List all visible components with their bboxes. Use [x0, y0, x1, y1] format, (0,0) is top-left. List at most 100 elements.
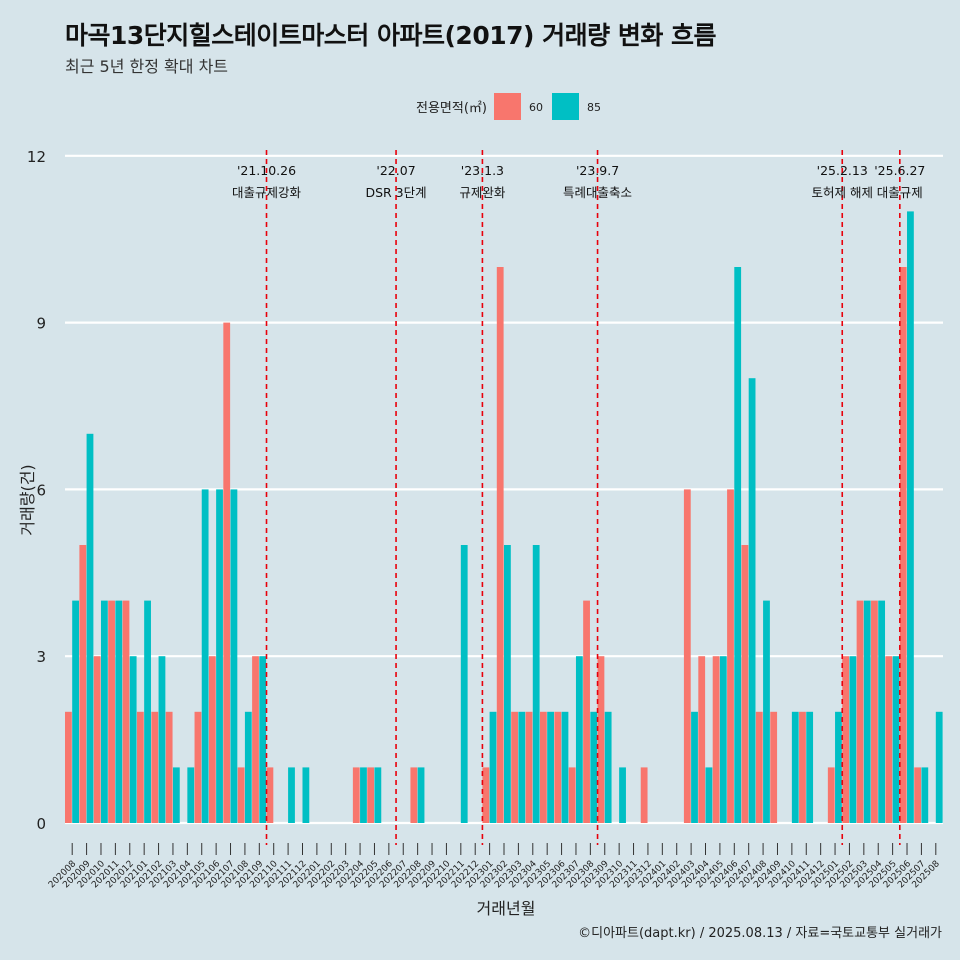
bar-85-202502 — [849, 656, 857, 823]
bar-85-202011 — [115, 600, 123, 823]
event-date: '23.1.3 — [461, 163, 504, 178]
bar-85-202302 — [504, 545, 511, 823]
bar-85-202012 — [129, 656, 137, 823]
y-tick-label: 12 — [27, 148, 46, 166]
bars — [65, 211, 943, 823]
bar-60-202306 — [554, 711, 562, 823]
bar-85-202104 — [187, 767, 195, 823]
bar-85-202306 — [561, 711, 569, 823]
bar-85-202010 — [100, 600, 108, 823]
y-tick-label: 3 — [36, 648, 46, 666]
bar-60-202407 — [741, 545, 749, 823]
bar-60-202307 — [568, 767, 576, 823]
y-tick-label: 6 — [36, 481, 46, 499]
bar-85-202301 — [489, 711, 497, 823]
bar-85-202503 — [863, 600, 871, 823]
bar-60-202008 — [65, 711, 72, 823]
bar-60-202102 — [151, 711, 159, 823]
bar-85-202204 — [360, 767, 367, 823]
bar-60-202010 — [93, 656, 101, 823]
bar-85-202405 — [719, 656, 727, 823]
x-axis-ticks: 2020082020092020102020112020122021012021… — [47, 843, 942, 890]
bar-85-202107 — [230, 489, 238, 823]
bar-60-202107 — [223, 322, 231, 823]
bar-60-202312 — [640, 767, 648, 823]
event-date: '23.9.7 — [576, 163, 619, 178]
event-annotations: '21.10.26 대출규제강화 '22.07 DSR 3단계 '23.1.3 규제완화 '… — [232, 163, 925, 200]
bar-60-202501 — [827, 767, 835, 823]
bar-85-202408 — [763, 600, 770, 823]
bar-60-202504 — [871, 600, 878, 823]
bar-60-202403 — [683, 489, 691, 823]
event-label: 특례대출축소 — [563, 185, 632, 200]
bar-60-202304 — [525, 711, 533, 823]
bar-85-202112 — [302, 767, 310, 823]
bar-85-202404 — [705, 767, 713, 823]
bar-85-202506 — [907, 211, 914, 823]
bar-60-202106 — [208, 656, 216, 823]
legend: 전용면적(㎡) 60 85 — [416, 93, 601, 120]
event-date: '25.6.27 — [874, 163, 925, 178]
y-tick-label: 0 — [36, 815, 46, 833]
bar-85-202407 — [748, 378, 756, 823]
bar-85-202211 — [460, 545, 468, 823]
bar-60-202305 — [539, 711, 547, 823]
bar-85-202101 — [144, 600, 151, 823]
bar-60-202409 — [770, 711, 778, 823]
bar-85-202111 — [288, 767, 295, 823]
bar-60-202108 — [237, 767, 245, 823]
event-label: 대출규제강화 — [232, 185, 302, 200]
bar-60-202208 — [410, 767, 418, 823]
event-label: 대출규제 — [877, 185, 923, 200]
bar-60-202411 — [799, 711, 806, 823]
bar-60-202204 — [352, 767, 360, 823]
y-axis-ticks: 0 3 6 9 12 — [27, 148, 46, 833]
legend-swatch-60 — [494, 93, 521, 120]
bar-60-202502 — [842, 656, 850, 823]
legend-label-60: 60 — [529, 101, 543, 114]
x-axis-title: 거래년월 — [477, 899, 536, 918]
chart-subtitle: 최근 5년 한정 확대 차트 — [65, 57, 229, 76]
legend-title: 전용면적(㎡) — [416, 101, 487, 116]
bar-85-202403 — [691, 711, 698, 823]
bar-85-202504 — [878, 600, 886, 823]
bar-60-202405 — [712, 656, 720, 823]
event-label: 토허제 해제 — [812, 185, 873, 200]
bar-85-202109 — [259, 656, 267, 823]
bar-85-202108 — [244, 711, 252, 823]
bar-85-202208 — [417, 767, 425, 823]
bar-60-202404 — [698, 656, 706, 823]
bar-60-202101 — [136, 711, 144, 823]
bar-85-202309 — [604, 711, 612, 823]
bar-60-202103 — [165, 711, 173, 823]
bar-60-202309 — [597, 656, 605, 823]
bar-60-202301 — [482, 767, 490, 823]
event-date: '25.2.13 — [817, 163, 868, 178]
bar-60-202505 — [885, 656, 893, 823]
bar-85-202205 — [374, 767, 382, 823]
event-label: DSR 3단계 — [365, 185, 426, 200]
bar-60-202506 — [899, 267, 907, 823]
legend-label-85: 85 — [587, 101, 601, 114]
event-label: 규제완화 — [459, 185, 506, 200]
bar-85-202303 — [518, 711, 526, 823]
bar-60-202110 — [266, 767, 274, 823]
bar-85-202410 — [791, 711, 799, 823]
bar-60-202009 — [79, 545, 87, 823]
bar-85-202508 — [935, 711, 943, 823]
bar-60-202507 — [914, 767, 922, 823]
bar-85-202307 — [575, 656, 583, 823]
bar-85-202102 — [158, 656, 166, 823]
bar-60-202302 — [496, 267, 504, 823]
event-date: '22.07 — [376, 163, 415, 178]
y-tick-label: 9 — [36, 315, 46, 333]
bar-85-202009 — [86, 433, 94, 823]
legend-swatch-85 — [552, 93, 579, 120]
bar-85-202310 — [619, 767, 626, 823]
bar-85-202308 — [590, 711, 598, 823]
event-date: '21.10.26 — [237, 163, 296, 178]
bar-85-202304 — [532, 545, 540, 823]
bar-60-202503 — [856, 600, 864, 823]
